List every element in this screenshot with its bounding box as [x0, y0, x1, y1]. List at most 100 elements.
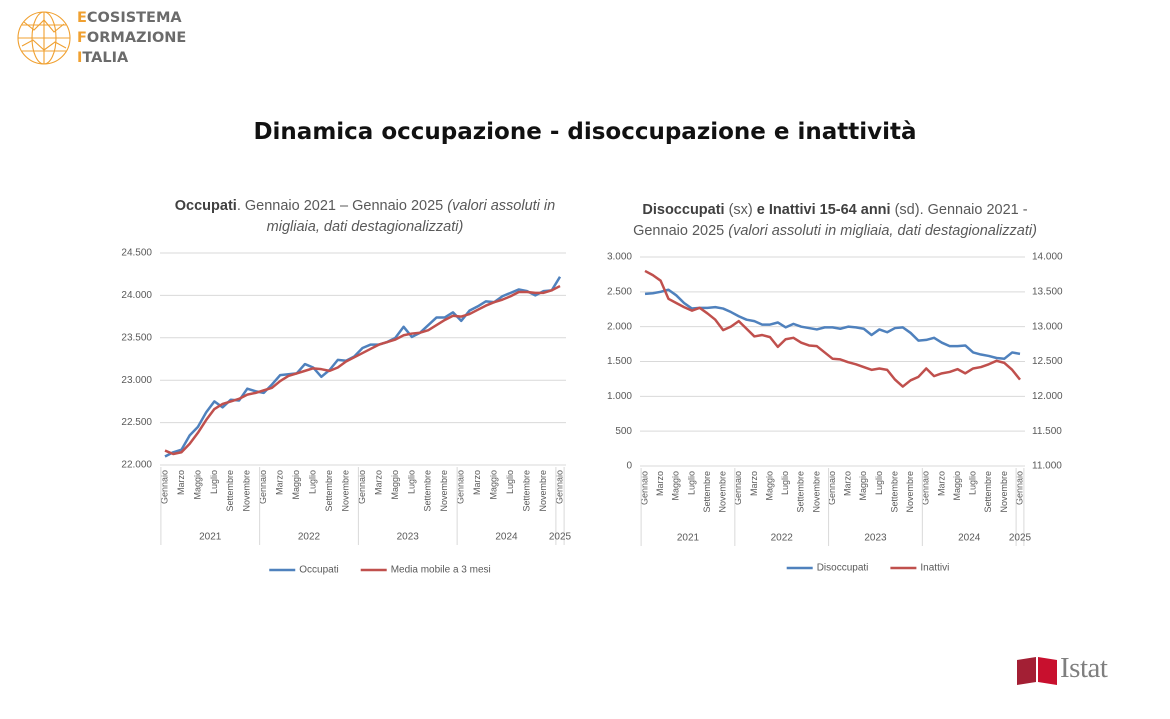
y2-tick-label: 12.500 — [1032, 356, 1063, 367]
y2-tick-label: 14.000 — [1032, 252, 1063, 263]
x-tick-label: Marzo — [655, 471, 665, 496]
y-tick-label: 1.500 — [607, 356, 632, 367]
x-tick-label: Novembre — [242, 470, 252, 512]
x-tick-label: Novembre — [905, 471, 915, 513]
x-tick-label: Luglio — [686, 471, 696, 495]
y-tick-label: 23.000 — [121, 375, 152, 386]
x-tick-label: Maggio — [489, 470, 499, 500]
x-tick-label: Gennaio — [639, 471, 649, 505]
y2-tick-label: 13.500 — [1032, 286, 1063, 297]
x-tick-label: Gennaio — [357, 470, 367, 504]
x-tick-label: Gennaio — [258, 470, 268, 504]
series-line — [644, 269, 1021, 388]
y-tick-label: 22.500 — [121, 417, 152, 428]
x-tick-label: Gennaio — [921, 471, 931, 505]
x-tick-label: Settembre — [796, 471, 806, 513]
x-tick-label: Marzo — [749, 471, 759, 496]
x-tick-label: Gennaio — [554, 470, 564, 504]
x-tick-label: Maggio — [858, 471, 868, 501]
x-tick-label: Luglio — [406, 470, 416, 494]
x-tick-label: Novembre — [538, 470, 548, 512]
chart-title-part: e Inattivi 15-64 anni — [756, 202, 891, 218]
x-tick-label: Novembre — [811, 471, 821, 513]
x-tick-label: Marzo — [176, 470, 186, 495]
x-tick-label: Settembre — [521, 470, 531, 512]
x-tick-label: Maggio — [192, 470, 202, 500]
x-tick-label: Gennaio — [827, 471, 837, 505]
x-tick-label: Settembre — [324, 470, 334, 512]
chart-title-part: (sx) — [724, 202, 757, 218]
x-tick-label: Luglio — [308, 470, 318, 494]
x-tick-label: Marzo — [843, 471, 853, 496]
x-tick-label: Novembre — [340, 470, 350, 512]
logo-icon — [17, 11, 71, 65]
y2-tick-label: 12.000 — [1032, 391, 1063, 402]
year-label: 2023 — [864, 533, 887, 544]
year-label: 2022 — [298, 532, 321, 543]
logo-word: FORMAZIONE — [77, 30, 187, 46]
chart-title-part: (valori assoluti in migliaia, dati desta… — [728, 223, 1037, 239]
x-tick-label: Settembre — [889, 471, 899, 513]
x-tick-label: Marzo — [472, 470, 482, 495]
year-label: 2025 — [549, 532, 572, 543]
legend-label: Inattivi — [920, 563, 949, 574]
y-tick-label: 3.000 — [607, 252, 632, 263]
year-label: 2021 — [199, 532, 222, 543]
year-label: 2024 — [495, 532, 518, 543]
series-line — [164, 276, 562, 458]
x-tick-label: Maggio — [764, 471, 774, 501]
legend: Disoccupati Inattivi — [786, 563, 949, 574]
x-tick-label: Novembre — [999, 471, 1009, 513]
x-tick-label: Luglio — [209, 470, 219, 494]
x-tick-label: Luglio — [874, 471, 884, 495]
year-label: 2022 — [771, 533, 794, 544]
x-tick-label: Novembre — [718, 471, 728, 513]
y-tick-label: 0 — [626, 461, 632, 472]
x-tick-label: Maggio — [952, 471, 962, 501]
year-label: 2023 — [397, 532, 420, 543]
y-tick-label: 24.500 — [121, 248, 152, 259]
legend-label: Media mobile a 3 mesi — [391, 565, 491, 576]
x-tick-label: Gennaio — [159, 470, 169, 504]
y-tick-label: 2.000 — [607, 321, 632, 332]
chart-title: Occupati. Gennaio 2021 – Gennaio 2025 (v… — [165, 196, 565, 238]
legend-label: Disoccupati — [817, 563, 869, 574]
x-tick-label: Marzo — [936, 471, 946, 496]
x-tick-label: Settembre — [423, 470, 433, 512]
series-line — [644, 288, 1021, 360]
chart-title-part: . Gennaio 2021 – Gennaio 2025 — [236, 198, 448, 214]
slide-title: Dinamica occupazione - disoccupazione e … — [253, 119, 917, 145]
year-label: 2021 — [677, 533, 700, 544]
x-tick-label: Gennaio — [733, 471, 743, 505]
istat-icon — [1017, 657, 1057, 685]
series-line — [164, 284, 561, 456]
y2-tick-label: 11.500 — [1032, 426, 1062, 437]
x-tick-label: Settembre — [225, 470, 235, 512]
chart-title-part: (sd). Gennaio 2021 - Gennaio 2025 — [633, 202, 1028, 239]
y-tick-label: 500 — [615, 426, 632, 437]
istat-logo-text: Istat — [1060, 652, 1108, 684]
year-label: 2024 — [958, 533, 981, 544]
chart-title-part: Occupati — [174, 198, 237, 214]
x-tick-label: Novembre — [439, 470, 449, 512]
logo-word: ITALIA — [77, 50, 129, 66]
x-tick-label: Gennaio — [1014, 471, 1024, 505]
y-tick-label: 1.000 — [607, 391, 632, 402]
chart-title-part: (valori assoluti in migliaia, dati desta… — [266, 198, 556, 235]
x-tick-label: Settembre — [983, 471, 993, 513]
legend: Occupati Media mobile a 3 mesi — [269, 565, 491, 576]
year-label: 2025 — [1009, 533, 1032, 544]
x-tick-label: Luglio — [505, 470, 515, 494]
y-tick-label: 24.000 — [121, 290, 152, 301]
x-tick-label: Luglio — [968, 471, 978, 495]
y-tick-label: 2.500 — [607, 286, 632, 297]
logo-text: ECOSISTEMA FORMAZIONE ITALIA — [77, 8, 186, 68]
logo-word: ECOSISTEMA — [77, 10, 182, 26]
x-tick-label: Maggio — [390, 470, 400, 500]
x-tick-label: Settembre — [702, 471, 712, 513]
x-tick-label: Maggio — [291, 470, 301, 500]
legend-label: Occupati — [299, 565, 338, 576]
x-tick-label: Gennaio — [456, 470, 466, 504]
